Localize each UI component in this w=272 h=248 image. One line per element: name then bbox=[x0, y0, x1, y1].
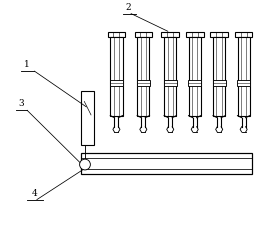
Text: 3: 3 bbox=[18, 99, 24, 108]
Bar bbox=[81, 91, 94, 145]
Bar bbox=[135, 32, 152, 37]
Bar bbox=[137, 80, 150, 86]
Text: 4: 4 bbox=[32, 189, 37, 198]
Bar bbox=[110, 80, 123, 86]
Bar bbox=[186, 32, 203, 37]
Bar bbox=[108, 32, 125, 37]
Bar bbox=[213, 80, 225, 86]
Bar bbox=[210, 32, 228, 37]
Bar bbox=[164, 37, 176, 116]
Text: 1: 1 bbox=[24, 60, 30, 69]
Circle shape bbox=[80, 159, 90, 170]
Bar bbox=[81, 153, 252, 174]
Bar bbox=[137, 37, 149, 116]
Bar bbox=[237, 80, 250, 86]
Bar bbox=[213, 37, 225, 116]
Bar bbox=[188, 37, 201, 116]
Bar bbox=[164, 80, 177, 86]
Text: 2: 2 bbox=[126, 3, 131, 12]
Bar bbox=[237, 37, 250, 116]
Bar bbox=[162, 32, 179, 37]
Bar bbox=[110, 37, 123, 116]
Bar bbox=[235, 32, 252, 37]
Bar bbox=[188, 80, 201, 86]
